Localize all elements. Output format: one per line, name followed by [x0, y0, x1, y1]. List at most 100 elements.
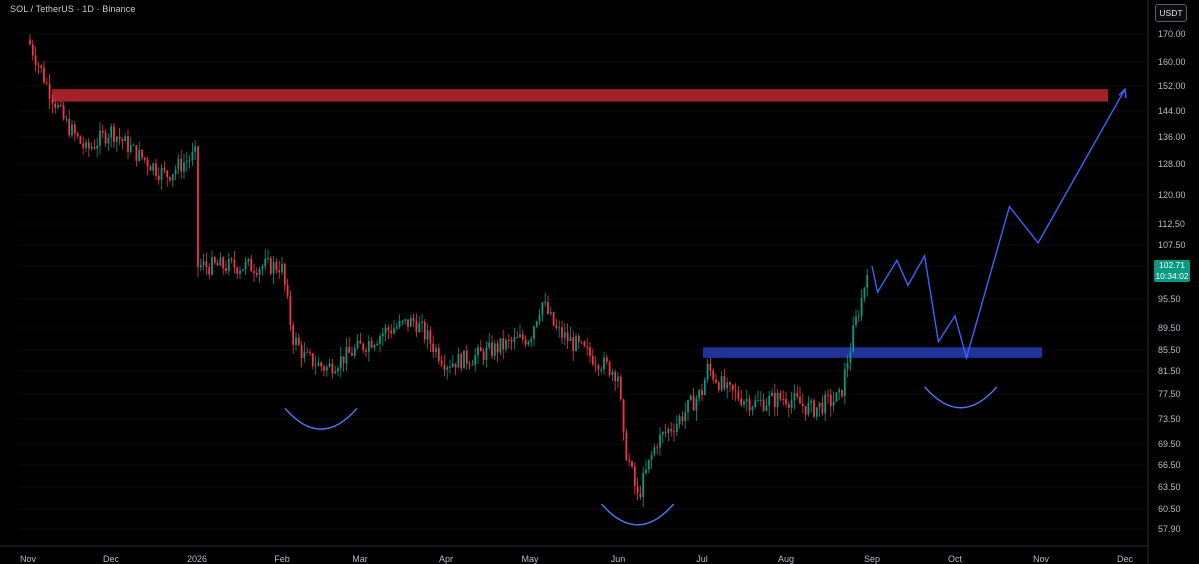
- candle-body: [135, 145, 138, 161]
- candle-body: [860, 297, 863, 317]
- candle-body: [115, 136, 118, 143]
- candle-body: [575, 336, 577, 352]
- candle-body: [264, 259, 267, 267]
- candle-body: [485, 347, 488, 360]
- candle-body: [521, 334, 524, 340]
- candle-body: [720, 376, 723, 390]
- curve-arc[interactable]: [601, 503, 675, 526]
- candle-body: [437, 348, 440, 361]
- candle-body: [258, 268, 261, 275]
- candle-body: [68, 118, 71, 136]
- candle-body: [479, 347, 482, 352]
- candle-body: [59, 104, 62, 106]
- candle-body: [513, 337, 516, 342]
- candle-body: [141, 149, 143, 158]
- candle-body: [51, 99, 54, 104]
- candle-body: [359, 340, 362, 344]
- candle-body: [709, 363, 712, 371]
- candle-body: [124, 136, 127, 142]
- time-tick-label: Dec: [103, 554, 120, 564]
- support-zone[interactable]: [703, 347, 1042, 358]
- candle-body: [787, 404, 790, 408]
- price-tick-label: 144.00: [1158, 106, 1186, 116]
- candle-body: [678, 416, 681, 424]
- candle-body: [790, 400, 793, 408]
- candle-body: [65, 118, 68, 120]
- candle-body: [740, 398, 743, 405]
- candle-body: [407, 319, 409, 327]
- forecast-path[interactable]: [871, 88, 1126, 361]
- candle-body: [348, 346, 351, 353]
- candle-body: [773, 392, 776, 408]
- candle-body: [183, 162, 185, 172]
- symbol-title: SOL / TetherUS · 1D · Binance: [10, 4, 136, 14]
- candle-body: [93, 146, 96, 149]
- candle-body: [110, 126, 113, 138]
- candle-body: [726, 382, 729, 389]
- candle-body: [832, 401, 835, 407]
- resistance-zone[interactable]: [52, 89, 1108, 102]
- candle-body: [320, 362, 323, 367]
- candle-body: [664, 432, 667, 434]
- candle-body: [157, 175, 160, 180]
- candle-body: [138, 149, 141, 161]
- candle-body: [29, 39, 31, 45]
- time-tick-label: 2026: [187, 554, 207, 564]
- currency-button[interactable]: USDT: [1155, 4, 1187, 22]
- candle-body: [435, 348, 437, 353]
- candle-body: [174, 169, 177, 175]
- candle-body: [253, 271, 255, 274]
- candle-body: [236, 267, 239, 274]
- candle-body: [76, 133, 79, 137]
- price-tick-label: 63.50: [1158, 482, 1181, 492]
- candle-body: [594, 364, 597, 366]
- candle-body: [622, 399, 625, 433]
- candles: [29, 34, 869, 508]
- candle-body: [510, 339, 513, 342]
- candle-body: [533, 326, 535, 339]
- candle-body: [516, 337, 519, 339]
- candle-body: [160, 167, 163, 180]
- curve-arc[interactable]: [924, 386, 998, 409]
- candle-body: [569, 337, 572, 342]
- candle-body: [90, 146, 93, 149]
- candle-body: [673, 431, 675, 433]
- candle-body: [829, 394, 832, 407]
- candle-body: [633, 466, 636, 487]
- candle-body: [328, 363, 331, 367]
- candle-body: [519, 334, 521, 338]
- candle-body: [608, 361, 611, 375]
- candle-body: [194, 146, 197, 152]
- candle-body: [177, 158, 180, 170]
- candle-body: [202, 261, 205, 266]
- candle-body: [297, 337, 300, 345]
- candle-body: [152, 163, 155, 171]
- candle-body: [79, 136, 82, 144]
- candle-body: [373, 344, 376, 348]
- candle-body: [818, 402, 821, 408]
- candle-body: [857, 316, 860, 318]
- time-axis[interactable]: Nov Dec 2026 Feb Mar Apr May Jun Jul Aug Sep Oct Nov…: [20, 554, 1134, 564]
- candle-body: [370, 340, 373, 348]
- candle-body: [127, 136, 129, 153]
- curve-arc[interactable]: [284, 407, 358, 430]
- candle-body: [603, 357, 605, 370]
- candle-body: [768, 396, 771, 406]
- candle-body: [866, 275, 869, 288]
- candle-body: [104, 132, 107, 144]
- candle-body: [762, 399, 765, 411]
- price-tick-label: 85.50: [1158, 345, 1181, 355]
- price-axis[interactable]: 170.00 160.00 152.00 144.00 136.00 128.00 120.…: [1158, 29, 1186, 534]
- candle-body: [275, 261, 278, 271]
- candle-body: [765, 405, 768, 411]
- candle-body: [586, 346, 589, 348]
- candle-body: [457, 354, 460, 368]
- current-price-value: 102.71: [1159, 260, 1185, 270]
- candle-body: [670, 428, 673, 432]
- candle-body: [782, 399, 785, 401]
- time-tick-label: Apr: [439, 554, 453, 564]
- candle-body: [107, 137, 110, 144]
- candle-body: [751, 406, 754, 411]
- candle-body: [45, 82, 48, 84]
